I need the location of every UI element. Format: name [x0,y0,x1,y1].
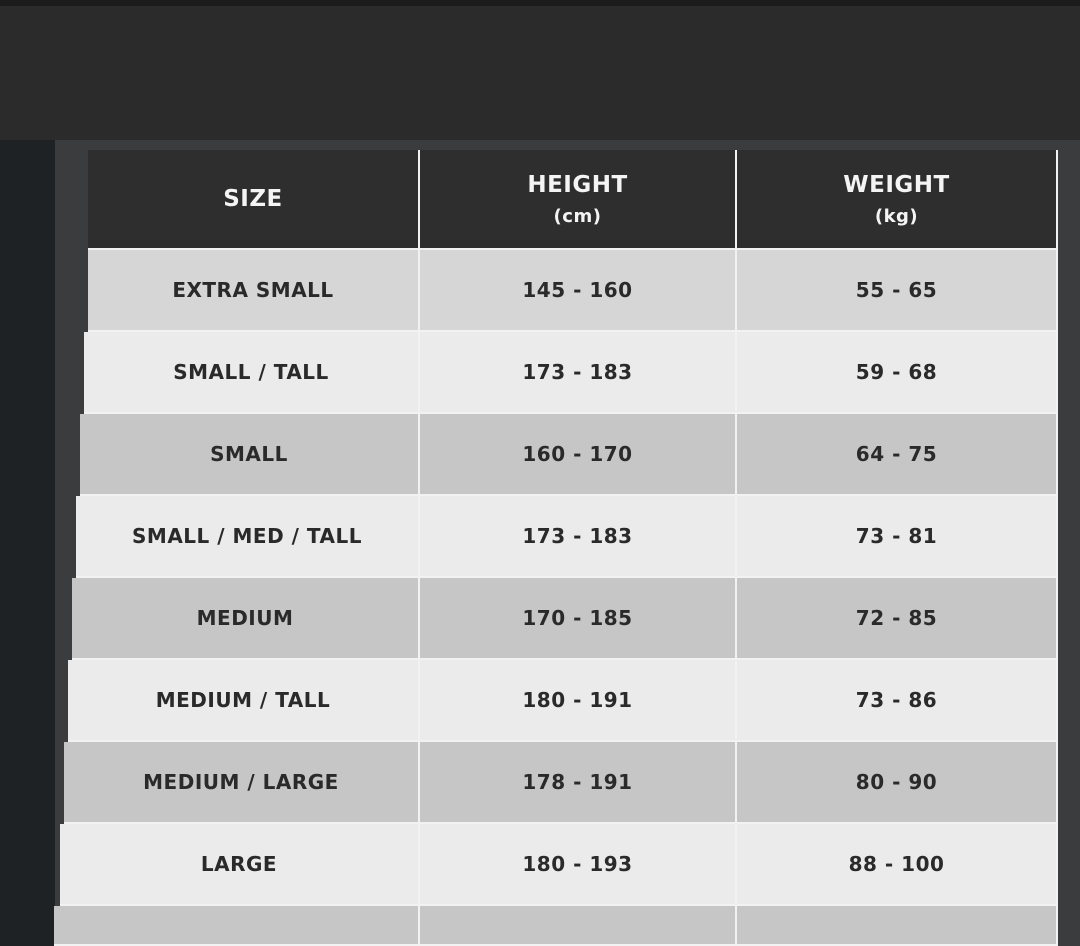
size-cell-text: MEDIUM / LARGE [143,770,339,794]
height-cell-text: 180 - 193 [522,852,633,876]
size-cell: MEDIUM / TALL [68,660,420,742]
height-cell: 173 - 183 [420,332,737,414]
size-cell-text: LARGE [200,852,278,876]
height-cell-text: 180 - 191 [522,688,633,712]
weight-cell-text: 64 - 75 [855,442,938,466]
height-cell-text: 170 - 185 [522,606,633,630]
partial-row-cell [420,906,737,946]
weight-cell-text: 59 - 68 [855,360,938,384]
height-cell-text: 173 - 183 [522,360,633,384]
header-height-unit: (cm) [553,205,602,227]
header-weight-unit: (kg) [874,205,919,227]
height-cell: 173 - 183 [420,496,737,578]
size-cell: SMALL / TALL [84,332,420,414]
size-cell: LARGE [60,824,420,906]
size-cell-text: SMALL / MED / TALL [132,524,362,548]
size-cell: MEDIUM / LARGE [64,742,420,824]
height-cell-text: 178 - 191 [522,770,633,794]
weight-cell: 55 - 65 [737,250,1058,332]
size-cell-text: SMALL [210,442,288,466]
header-cell: WEIGHT (kg) [737,150,1058,250]
binder-spine [0,140,55,946]
height-cell: 178 - 191 [420,742,737,824]
header-cell: HEIGHT (cm) [420,150,737,250]
height-cell-text: 160 - 170 [522,442,633,466]
size-cell-text: MEDIUM / TALL [155,688,331,712]
size-cell: SMALL / MED / TALL [76,496,420,578]
weight-cell-text: 55 - 65 [855,278,938,302]
partial-row-cell [737,906,1058,946]
weight-cell-text: 80 - 90 [855,770,938,794]
header-height: HEIGHT [527,171,628,198]
size-cell-text: SMALL / TALL [173,360,329,384]
height-cell: 180 - 191 [420,660,737,742]
weight-cell-text: 88 - 100 [848,852,945,876]
header-cell: SIZE [88,150,420,250]
weight-cell: 73 - 86 [737,660,1058,742]
weight-cell-text: 73 - 86 [855,688,938,712]
weight-cell-text: 72 - 85 [855,606,938,630]
weight-cell: 59 - 68 [737,332,1058,414]
weight-cell: 73 - 81 [737,496,1058,578]
height-cell-text: 145 - 160 [522,278,633,302]
weight-cell: 72 - 85 [737,578,1058,660]
height-cell-text: 173 - 183 [522,524,633,548]
header-weight: WEIGHT [843,171,950,198]
size-cell: SMALL [80,414,420,496]
weight-cell-text: 73 - 81 [855,524,938,548]
partial-row-cell [54,906,420,946]
size-cell: MEDIUM [72,578,420,660]
height-cell: 145 - 160 [420,250,737,332]
top-bar [0,0,1080,140]
height-cell: 160 - 170 [420,414,737,496]
height-cell: 170 - 185 [420,578,737,660]
weight-cell: 64 - 75 [737,414,1058,496]
size-cell-text: MEDIUM [196,606,294,630]
weight-cell: 80 - 90 [737,742,1058,824]
size-cell-text: EXTRA SMALL [172,278,334,302]
size-cell: EXTRA SMALL [88,250,420,332]
weight-cell: 88 - 100 [737,824,1058,906]
height-cell: 180 - 193 [420,824,737,906]
header-size: SIZE [223,186,283,212]
